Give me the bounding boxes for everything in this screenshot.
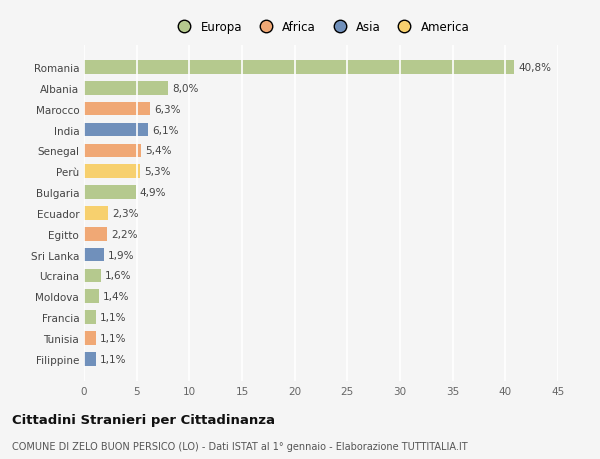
Bar [84,311,95,324]
Bar [84,144,141,158]
Bar [84,269,101,283]
Text: 2,3%: 2,3% [112,208,139,218]
Text: 8,0%: 8,0% [172,84,199,94]
Text: Cittadini Stranieri per Cittadinanza: Cittadini Stranieri per Cittadinanza [12,413,275,426]
Text: 2,2%: 2,2% [112,229,138,239]
Text: COMUNE DI ZELO BUON PERSICO (LO) - Dati ISTAT al 1° gennaio - Elaborazione TUTTI: COMUNE DI ZELO BUON PERSICO (LO) - Dati … [12,441,467,451]
Text: 1,1%: 1,1% [100,354,127,364]
Bar [84,61,514,75]
Text: 1,1%: 1,1% [100,333,127,343]
Bar [84,248,104,262]
Text: 1,1%: 1,1% [100,313,127,322]
Text: 1,6%: 1,6% [105,271,131,281]
Text: 5,3%: 5,3% [144,167,170,177]
Legend: Europa, Africa, Asia, America: Europa, Africa, Asia, America [170,19,472,37]
Text: 6,3%: 6,3% [155,105,181,114]
Text: 40,8%: 40,8% [518,63,551,73]
Bar [84,123,148,137]
Bar [84,228,107,241]
Text: 1,9%: 1,9% [108,250,135,260]
Text: 4,9%: 4,9% [140,188,166,198]
Bar [84,352,95,366]
Bar [84,207,108,220]
Bar [84,331,95,345]
Bar [84,186,136,199]
Bar [84,165,140,179]
Text: 6,1%: 6,1% [152,125,179,135]
Text: 1,4%: 1,4% [103,291,130,302]
Bar [84,103,151,116]
Text: 5,4%: 5,4% [145,146,172,156]
Bar [84,290,99,303]
Bar [84,82,168,95]
